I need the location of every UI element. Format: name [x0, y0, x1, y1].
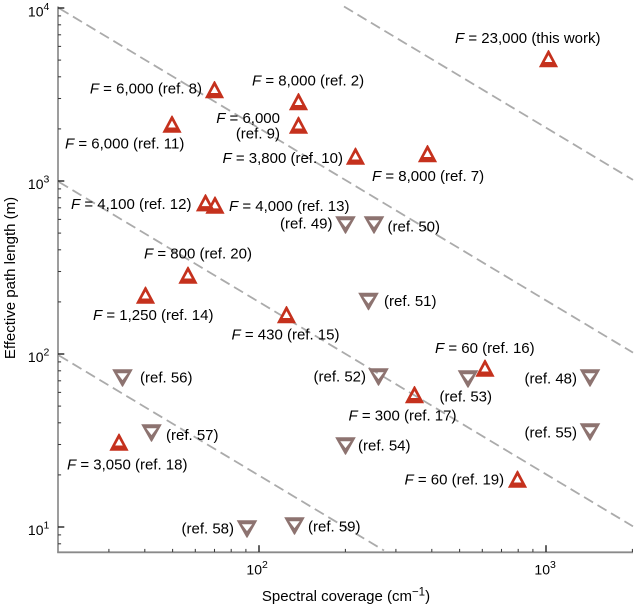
svg-text:(ref. 59): (ref. 59) [308, 518, 361, 535]
svg-text:(ref. 9): (ref. 9) [236, 125, 280, 142]
svg-text:2: 2 [44, 347, 50, 359]
svg-text:(ref. 55): (ref. 55) [524, 424, 577, 441]
svg-text:F = 300 (ref. 17): F = 300 (ref. 17) [349, 407, 457, 424]
svg-text:2: 2 [262, 559, 268, 571]
svg-text:F = 8,000 (ref. 2): F = 8,000 (ref. 2) [252, 72, 364, 89]
svg-text:(ref. 48): (ref. 48) [524, 370, 577, 387]
svg-text:10: 10 [28, 349, 44, 365]
svg-text:4: 4 [44, 1, 50, 13]
svg-text:F = 1,250 (ref. 14): F = 1,250 (ref. 14) [93, 307, 214, 324]
svg-text:(ref. 52): (ref. 52) [313, 368, 366, 385]
svg-text:F = 4,100 (ref. 12): F = 4,100 (ref. 12) [71, 196, 192, 213]
svg-text:10: 10 [534, 562, 550, 578]
svg-text:F = 800 (ref. 20): F = 800 (ref. 20) [144, 245, 252, 262]
svg-text:F = 6,000: F = 6,000 [216, 110, 280, 127]
svg-text:F = 60 (ref. 19): F = 60 (ref. 19) [405, 471, 505, 488]
svg-text:10: 10 [246, 562, 262, 578]
svg-text:(ref. 58): (ref. 58) [181, 520, 234, 537]
svg-text:(ref. 54): (ref. 54) [358, 437, 411, 454]
svg-text:F = 3,800 (ref. 10): F = 3,800 (ref. 10) [223, 150, 344, 167]
svg-text:F = 6,000 (ref. 11): F = 6,000 (ref. 11) [65, 135, 184, 152]
svg-text:(ref. 56): (ref. 56) [140, 369, 193, 386]
svg-text:10: 10 [28, 522, 44, 538]
svg-text:10: 10 [28, 4, 44, 20]
svg-text:3: 3 [550, 559, 556, 571]
svg-text:(ref. 57): (ref. 57) [166, 427, 219, 444]
svg-text:10: 10 [28, 176, 44, 192]
svg-text:Effective path length (m): Effective path length (m) [2, 197, 19, 359]
svg-text:F = 6,000 (ref. 8): F = 6,000 (ref. 8) [90, 80, 202, 97]
svg-text:(ref. 50): (ref. 50) [388, 218, 441, 235]
svg-text:(ref. 51): (ref. 51) [384, 293, 437, 310]
svg-text:3: 3 [44, 174, 50, 186]
svg-text:Spectral coverage (cm−1): Spectral coverage (cm−1) [262, 587, 430, 606]
svg-text:(ref. 53): (ref. 53) [440, 388, 493, 405]
svg-text:F = 60 (ref. 16): F = 60 (ref. 16) [435, 340, 535, 357]
svg-text:F = 430 (ref. 15): F = 430 (ref. 15) [232, 326, 340, 343]
svg-text:F = 23,000 (this work): F = 23,000 (this work) [455, 30, 600, 47]
svg-text:F = 3,050 (ref. 18): F = 3,050 (ref. 18) [67, 456, 188, 473]
svg-text:F = 4,000 (ref. 13): F = 4,000 (ref. 13) [229, 198, 350, 215]
svg-text:1: 1 [44, 520, 50, 532]
svg-text:F = 8,000 (ref. 7): F = 8,000 (ref. 7) [372, 168, 484, 185]
svg-text:(ref. 49): (ref. 49) [280, 215, 333, 232]
